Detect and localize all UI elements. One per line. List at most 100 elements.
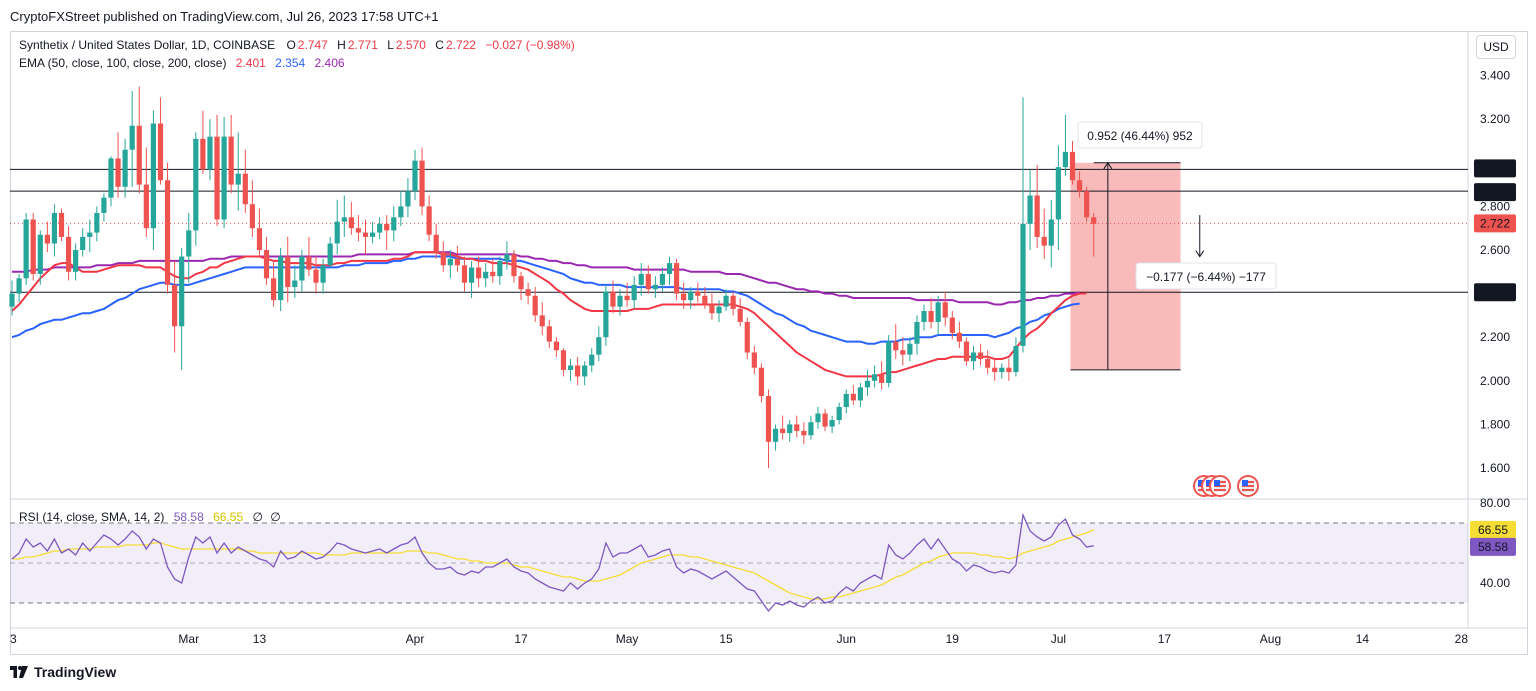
price-tick-label: 3.200: [1480, 112, 1510, 126]
candle-body: [921, 311, 927, 322]
measure-up-label: 0.952 (46.44%) 952: [1087, 129, 1193, 143]
candle-body: [221, 136, 227, 220]
candle-body: [320, 265, 326, 283]
candle-body: [730, 295, 736, 309]
level-tag: 2.970: [1480, 161, 1510, 175]
candle-body: [596, 337, 602, 355]
event-flags[interactable]: [1193, 475, 1259, 497]
symbol-title: Synthetix / United States Dollar, 1D, CO…: [19, 38, 276, 52]
candle-body: [857, 387, 863, 401]
candle-body: [659, 273, 666, 285]
candle-body: [716, 306, 722, 314]
candle-body: [483, 271, 489, 279]
candle-body: [914, 321, 920, 344]
open-label: O: [286, 38, 296, 52]
symbol-legend[interactable]: Synthetix / United States Dollar, 1D, CO…: [19, 38, 577, 52]
level-tag-bg: [1474, 159, 1516, 178]
candle-body: [864, 380, 871, 388]
price-tick-label: 2.200: [1480, 330, 1510, 344]
candle-body: [164, 180, 171, 285]
candle-body: [440, 252, 446, 266]
candle-body: [327, 243, 333, 266]
candle-body: [186, 230, 192, 257]
candle-body: [37, 234, 43, 274]
candle-body: [384, 223, 390, 231]
candle-body: [970, 352, 977, 362]
time-tick-label: 17: [1158, 632, 1172, 646]
tradingview-logo-icon: [10, 666, 28, 678]
time-tick-label: 15: [719, 632, 733, 646]
candle-body: [843, 393, 849, 407]
candle-body: [737, 308, 743, 322]
ema100-value: 2.354: [275, 56, 306, 70]
candle-body: [553, 341, 559, 351]
candle-body: [617, 295, 623, 307]
level-tag: 2.406: [1480, 285, 1510, 299]
candle-body: [893, 341, 899, 351]
candle-body: [787, 424, 793, 434]
candle-body: [985, 359, 991, 368]
change-value: −0.027 (−0.98%): [485, 38, 575, 52]
time-tick-label: 13: [253, 632, 267, 646]
low-value: 2.570: [395, 38, 426, 52]
candle-body: [525, 289, 531, 296]
tradingview-footer[interactable]: TradingView: [10, 664, 116, 680]
candle-body: [772, 428, 779, 442]
candlesticks[interactable]: [9, 86, 1097, 469]
flag-canton: [1214, 480, 1220, 486]
measure-arrow-head-down: [1195, 250, 1205, 258]
flag-canton: [1242, 480, 1248, 486]
time-tick-label: 3: [10, 632, 17, 646]
candle-body: [751, 352, 757, 368]
candle-body: [454, 258, 461, 266]
candle-body: [108, 158, 114, 198]
level-tag: 2.870: [1480, 185, 1510, 199]
ema-legend[interactable]: EMA (50, close, 100, close, 200, close) …: [19, 56, 347, 70]
footer-brand: TradingView: [34, 664, 117, 680]
candle-body: [935, 302, 941, 322]
candle-body: [801, 430, 807, 436]
candle-body: [836, 406, 842, 421]
candle-body: [129, 125, 135, 150]
currency-button[interactable]: USD: [1476, 35, 1516, 59]
candle-body: [744, 321, 750, 353]
candle-body: [589, 354, 595, 366]
candle-body: [1084, 191, 1090, 218]
high-value: 2.771: [347, 38, 378, 52]
candle-body: [433, 234, 439, 253]
close-label: C: [435, 38, 444, 52]
candle-body: [172, 284, 178, 327]
candle-body: [992, 367, 998, 373]
candle-body: [575, 365, 581, 377]
candle-body: [150, 123, 156, 229]
ema50-line: [11, 251, 1087, 378]
time-tick-label: May: [616, 632, 639, 646]
rsi-sma-tag-bg: [1470, 520, 1516, 539]
candle-body: [419, 160, 425, 207]
candle-body: [645, 273, 651, 290]
candle-body: [313, 269, 319, 283]
time-axis[interactable]: 3 Mar 13 Apr 17 May 15 Jun 19 Jul 17 Aug 14 28: [10, 632, 1468, 646]
candle-body: [681, 293, 687, 301]
candle-body: [355, 228, 362, 233]
flag-canton: [1206, 480, 1212, 486]
candle-body: [497, 260, 503, 277]
candle-body: [214, 136, 220, 220]
candle-body: [638, 273, 644, 285]
candle-body: [631, 284, 637, 301]
rsi-pane[interactable]: [10, 512, 1468, 613]
candle-body: [87, 232, 93, 237]
close-value: 2.722: [445, 38, 476, 52]
candle-body: [256, 228, 263, 250]
price-axis[interactable]: 3.4003.2002.8002.6002.4002.2002.0001.800…: [1470, 69, 1516, 590]
candle-body: [51, 212, 58, 244]
candle-body: [610, 291, 616, 307]
candle-body: [879, 374, 885, 383]
candle-body: [306, 256, 312, 270]
candle-body: [101, 197, 107, 213]
rsi-legend[interactable]: RSI (14, close, SMA, 14, 2) 58.58 66.55 …: [19, 510, 283, 524]
rsi-tick-label: 40.00: [1480, 576, 1510, 590]
candle-body: [115, 158, 121, 187]
low-label: L: [387, 38, 394, 52]
